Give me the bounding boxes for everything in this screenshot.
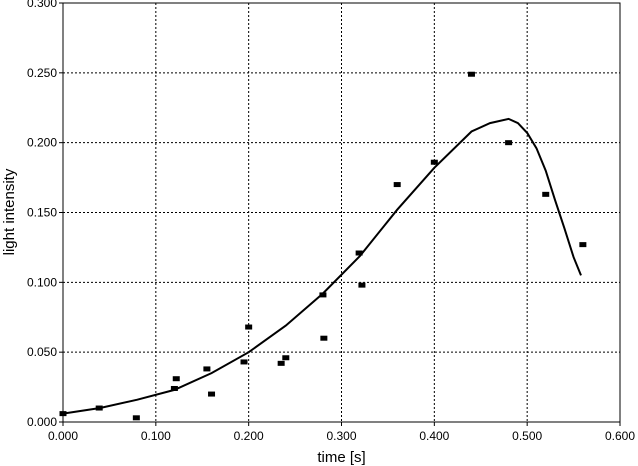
x-tick-label: 0.600 [605,429,635,443]
y-tick-label: 0.300 [27,0,57,10]
data-point [282,355,290,361]
data-point [579,242,587,248]
data-point [467,71,475,77]
y-axis-title: light intensity [1,168,18,255]
x-tick-label: 0.500 [512,429,542,443]
data-point [355,250,363,256]
data-point [319,292,327,298]
grid-lines [63,3,620,422]
data-point [277,360,285,366]
fit-curve [62,117,582,415]
data-point [430,159,438,165]
data-point [358,282,366,288]
x-tick-label: 0.300 [326,429,356,443]
y-tick-labels: 0.000 0.050 0.100 0.150 0.200 0.250 0.300 [27,0,57,429]
y-tick-label: 0.200 [27,136,57,150]
x-tick-label: 0.100 [141,429,171,443]
data-point [393,182,401,188]
data-point [203,366,211,372]
data-point [59,411,67,417]
x-tick-labels: 0.000 0.100 0.200 0.300 0.400 0.500 0.600 [48,429,635,443]
y-tick-label: 0.050 [27,345,57,359]
y-tick-label: 0.150 [27,206,57,220]
y-tick-label: 0.250 [27,66,57,80]
data-point [95,405,103,411]
x-tick-label: 0.200 [234,429,264,443]
data-point [505,140,513,146]
x-tick-label: 0.400 [419,429,449,443]
axis-ticks [59,2,621,426]
x-tick-label: 0.000 [48,429,78,443]
data-point [245,324,253,330]
y-tick-label: 0.100 [27,275,57,289]
data-point [132,415,140,421]
data-point [170,385,178,391]
data-point [208,391,216,397]
data-point [320,335,328,341]
data-point [240,359,248,365]
y-tick-label: 0.000 [27,415,57,429]
data-point [542,191,550,197]
data-point [172,376,180,382]
x-axis-title: time [s] [317,449,365,466]
data-points [59,71,587,421]
